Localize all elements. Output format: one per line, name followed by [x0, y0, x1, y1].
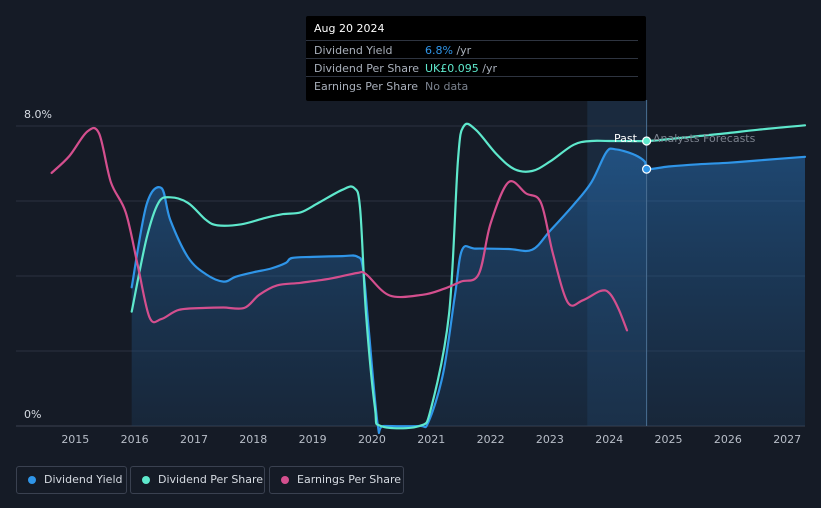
- dividend-per-share-dot: [642, 136, 652, 146]
- legend-label: Dividend Yield: [44, 473, 123, 486]
- x-tick-label: 2027: [773, 433, 801, 446]
- past-label: Past: [614, 132, 637, 145]
- legend-dividend-yield[interactable]: Dividend Yield: [16, 466, 127, 494]
- tooltip-row-earnings-per-share: Earnings Per Share No data: [306, 76, 638, 95]
- x-tick-label: 2026: [714, 433, 742, 446]
- x-tick-label: 2022: [477, 433, 505, 446]
- hover-dots: [642, 136, 652, 174]
- dividend-yield-dot: [642, 164, 652, 174]
- x-tick-label: 2023: [536, 433, 564, 446]
- tooltip-value-dividend-per-share: UK£0.095 /yr: [425, 62, 498, 75]
- x-tick-label: 2024: [595, 433, 623, 446]
- legend-dot-icon: [28, 476, 36, 484]
- legend-earnings-per-share[interactable]: Earnings Per Share: [269, 466, 404, 494]
- legend-dividend-per-share[interactable]: Dividend Per Share: [130, 466, 265, 494]
- tooltip-label: Earnings Per Share: [314, 80, 419, 93]
- tooltip-label: Dividend Yield: [314, 44, 393, 57]
- x-tick-label: 2016: [121, 433, 149, 446]
- tooltip-date: Aug 20 2024: [314, 22, 385, 35]
- legend-label: Earnings Per Share: [297, 473, 402, 486]
- forecast-label: Analysts Forecasts: [653, 132, 756, 145]
- x-tick-label: 2020: [358, 433, 386, 446]
- tooltip-value-dividend-yield: 6.8% /yr: [425, 44, 472, 57]
- series-lines: [50, 122, 807, 434]
- x-tick-label: 2021: [417, 433, 445, 446]
- legend-dot-icon: [281, 476, 289, 484]
- chart-tooltip: Aug 20 2024 Dividend Yield 6.8% /yr Divi…: [306, 16, 646, 101]
- dividend-per-share-line: [130, 122, 807, 430]
- y-label-bottom: 0%: [24, 408, 41, 421]
- dividend-yield-line: [130, 147, 807, 434]
- tooltip-value-earnings-per-share: No data: [425, 80, 469, 93]
- tooltip-row-dividend-per-share: Dividend Per Share UK£0.095 /yr: [306, 58, 638, 77]
- legend-label: Dividend Per Share: [158, 473, 264, 486]
- earnings-per-share-line: [50, 126, 629, 332]
- x-axis-ticks: 2015 2016 2017 2018 2019 2020 2021 2022 2023 2024…: [61, 433, 801, 446]
- x-tick-label: 2015: [61, 433, 89, 446]
- x-tick-label: 2019: [299, 433, 327, 446]
- x-tick-label: 2017: [180, 433, 208, 446]
- x-tick-label: 2018: [239, 433, 267, 446]
- x-tick-label: 2025: [655, 433, 683, 446]
- tooltip-row-dividend-yield: Dividend Yield 6.8% /yr: [306, 40, 638, 59]
- dividend-yield-fill: [131, 148, 805, 433]
- y-label-top: 8.0%: [24, 108, 52, 121]
- legend-dot-icon: [142, 476, 150, 484]
- tooltip-label: Dividend Per Share: [314, 62, 420, 75]
- yield-area: [131, 148, 805, 433]
